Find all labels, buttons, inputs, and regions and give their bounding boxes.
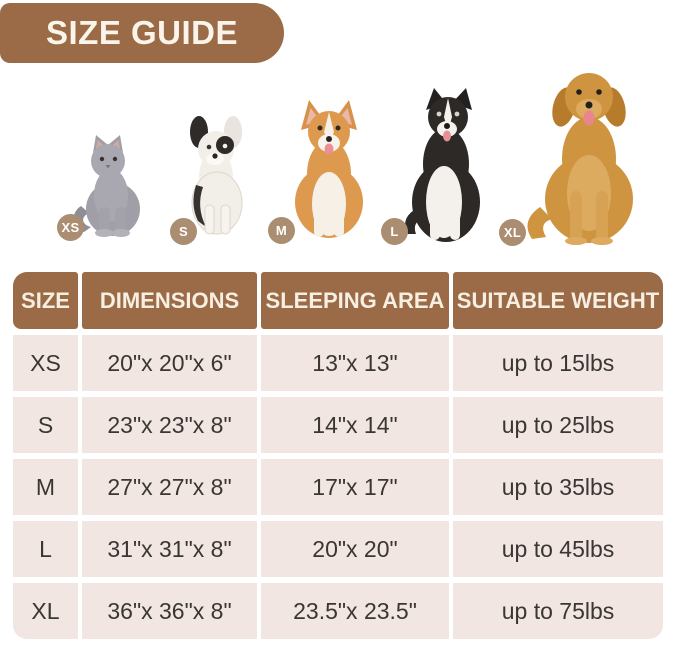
corgi-photo	[286, 98, 372, 240]
size-badge-s: S	[170, 218, 197, 245]
size-cell: M	[13, 459, 78, 515]
sleeping-area-cell: 20"x 20"	[261, 521, 449, 577]
sleeping-area-cell: 17"x 17"	[261, 459, 449, 515]
dimensions-cell: 20"x 20"x 6"	[82, 335, 257, 391]
golden-retriever-photo	[518, 63, 660, 245]
suitable-weight-cell: up to 25lbs	[453, 397, 663, 453]
suitable-weight-cell: up to 45lbs	[453, 521, 663, 577]
suitable-weight-cell: up to 35lbs	[453, 459, 663, 515]
cat-photo	[70, 133, 148, 237]
size-cell: S	[13, 397, 78, 453]
size-badge-l: L	[381, 218, 408, 245]
size-cell: XL	[13, 583, 78, 639]
dimensions-cell: 36"x 36"x 8"	[82, 583, 257, 639]
border-collie-icon	[405, 88, 480, 242]
dimensions-cell: 27"x 27"x 8"	[82, 459, 257, 515]
corgi-icon	[295, 100, 363, 238]
sleeping-area-cell: 23.5"x 23.5"	[261, 583, 449, 639]
size-guide-table: SIZE DIMENSIONS SLEEPING AREA SUITABLE W…	[13, 272, 663, 639]
header-suitable-weight: SUITABLE WEIGHT	[453, 272, 663, 329]
page-title: SIZE GUIDE	[45, 14, 239, 51]
suitable-weight-cell: up to 75lbs	[453, 583, 663, 639]
golden-retriever-icon	[527, 73, 633, 245]
header-size: SIZE	[13, 272, 78, 329]
suitable-weight-cell: up to 15lbs	[453, 335, 663, 391]
dimensions-cell: 23"x 23"x 8"	[82, 397, 257, 453]
sleeping-area-cell: 14"x 14"	[261, 397, 449, 453]
size-cell: XS	[13, 335, 78, 391]
size-badge-m: M	[268, 217, 295, 244]
french-bulldog-icon	[190, 116, 243, 235]
french-bulldog-photo	[184, 115, 250, 237]
pet-size-lineup: XS S M L XL	[0, 60, 679, 272]
size-guide-banner: SIZE GUIDE	[0, 3, 284, 63]
dimensions-cell: 31"x 31"x 8"	[82, 521, 257, 577]
cat-icon	[73, 135, 140, 237]
sleeping-area-cell: 13"x 13"	[261, 335, 449, 391]
size-badge-xs: XS	[57, 214, 84, 241]
size-cell: L	[13, 521, 78, 577]
border-collie-photo	[398, 86, 490, 242]
header-sleeping-area: SLEEPING AREA	[261, 272, 449, 329]
size-badge-xl: XL	[499, 219, 526, 246]
header-dimensions: DIMENSIONS	[82, 272, 257, 329]
